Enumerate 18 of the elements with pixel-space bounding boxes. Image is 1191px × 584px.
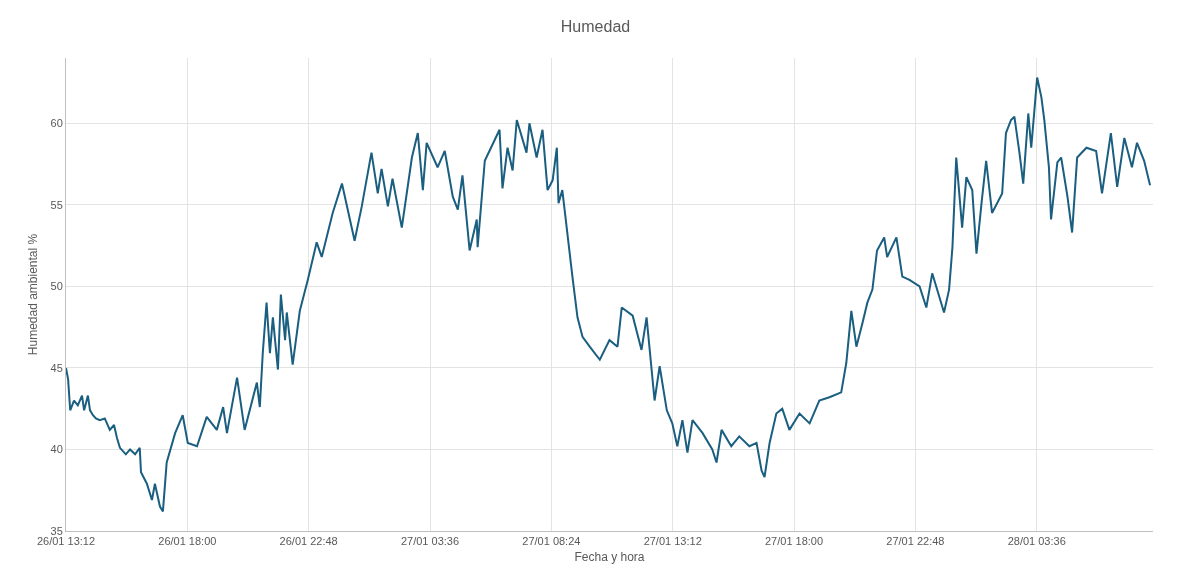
x-axis-title: Fecha y hora <box>574 550 645 565</box>
x-tick-label: 27/01 13:12 <box>643 535 702 548</box>
x-tick-label: 28/01 03:36 <box>1007 535 1066 548</box>
y-tick-label: 40 <box>50 443 63 456</box>
y-axis-title: Humedad ambiental % <box>25 233 40 356</box>
x-tick-label: 26/01 18:00 <box>158 535 217 548</box>
y-tick-label: 45 <box>50 361 63 374</box>
y-tick-label: 55 <box>50 198 63 211</box>
y-tick-label: 60 <box>50 117 63 130</box>
x-tick-label: 26/01 13:12 <box>36 535 96 548</box>
x-tick-label: 27/01 22:48 <box>886 535 945 548</box>
x-tick-label: 27/01 18:00 <box>764 535 824 548</box>
y-tick-label: 50 <box>50 280 63 293</box>
x-tick-label: 27/01 08:24 <box>522 535 581 548</box>
x-tick-label: 26/01 22:48 <box>279 535 338 548</box>
chart-title: Humedad <box>560 17 631 35</box>
x-tick-label: 27/01 03:36 <box>400 535 460 548</box>
y-tick-label: 35 <box>50 524 63 537</box>
